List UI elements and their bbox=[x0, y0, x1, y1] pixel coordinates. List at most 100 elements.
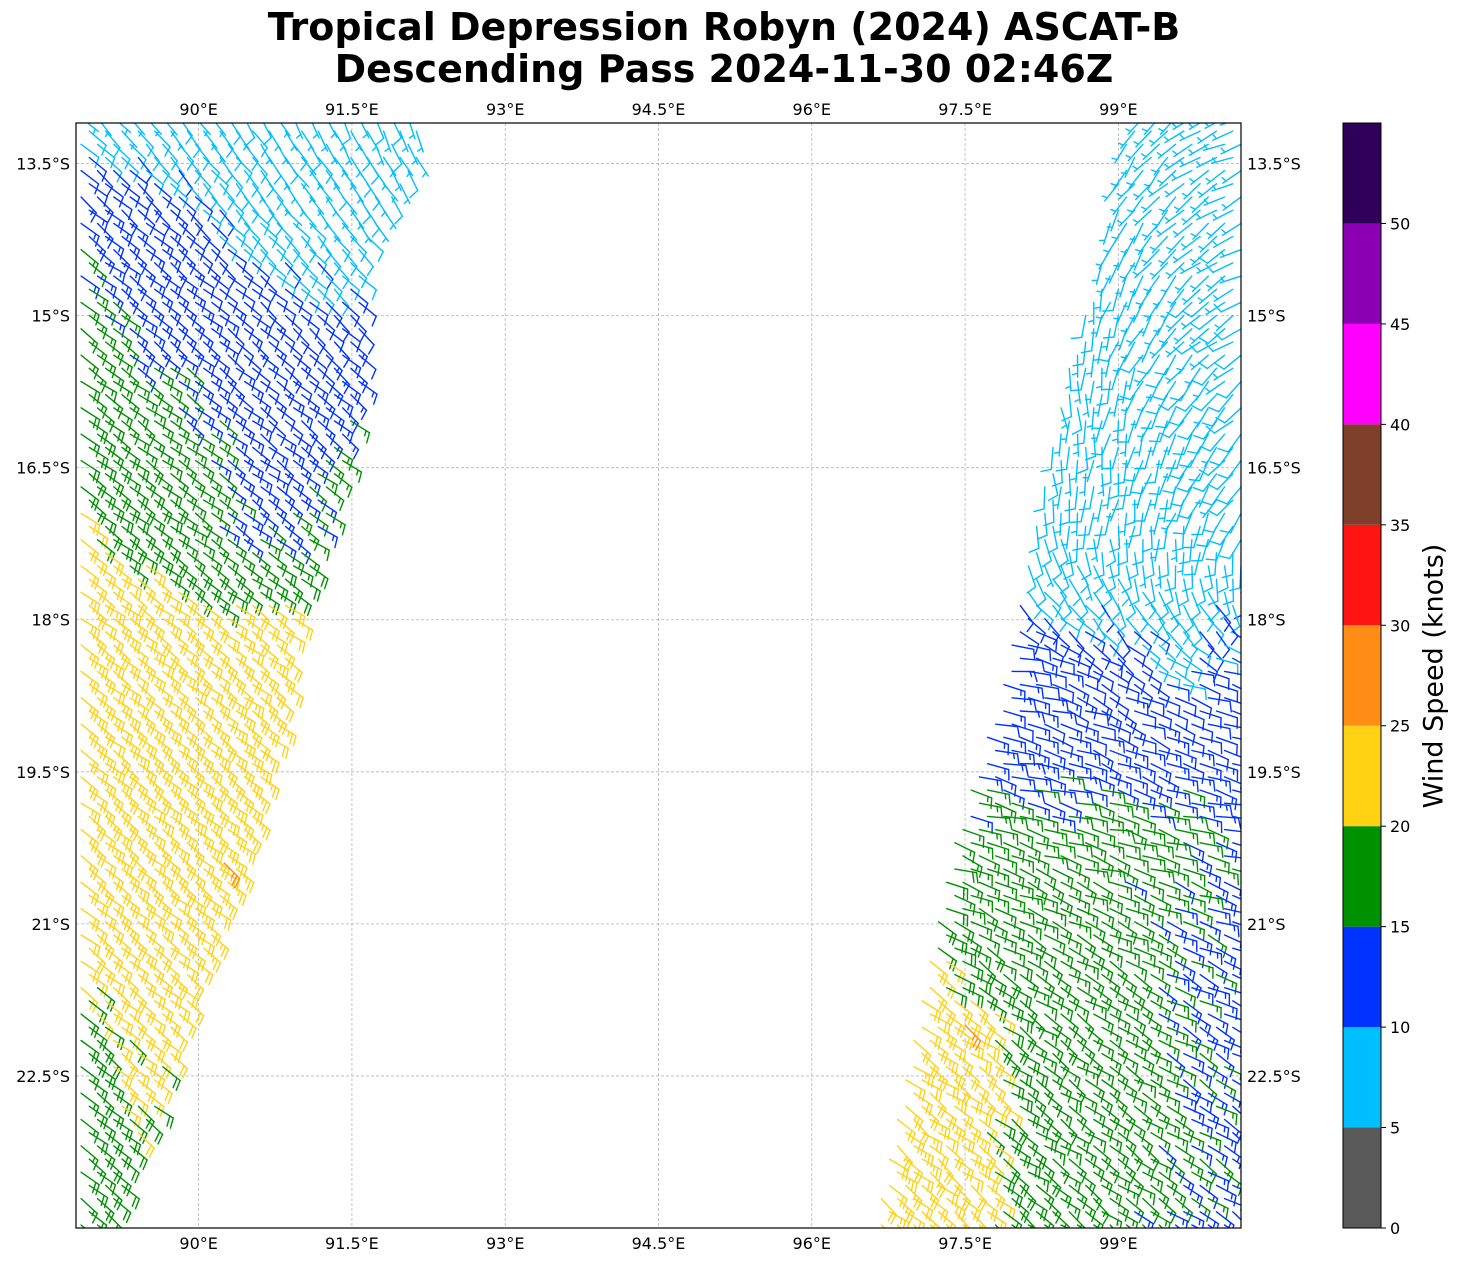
wind-barb bbox=[1215, 1211, 1235, 1228]
wind-barb bbox=[1125, 1092, 1148, 1114]
wind-barb bbox=[268, 631, 289, 655]
wind-barb bbox=[153, 288, 174, 313]
wind-barb bbox=[202, 552, 223, 577]
colorbar-tick-label: 40 bbox=[1390, 415, 1410, 434]
y-tick-label-left: 21°S bbox=[31, 915, 70, 934]
wind-barb bbox=[1152, 380, 1177, 401]
wind-barb bbox=[986, 1000, 1007, 1024]
wind-barb bbox=[293, 433, 313, 458]
wind-barb bbox=[1047, 473, 1059, 501]
wind-barb bbox=[1191, 512, 1210, 536]
wind-barb bbox=[1159, 486, 1177, 510]
wind-barb bbox=[295, 123, 303, 139]
wind-barb bbox=[137, 552, 158, 575]
wind-barb bbox=[358, 380, 378, 405]
wind-barb bbox=[1174, 1145, 1195, 1169]
wind-barb bbox=[309, 407, 330, 431]
wind-barb bbox=[1223, 934, 1241, 949]
x-tick-label-bottom: 90°E bbox=[179, 1234, 217, 1253]
wind-barb bbox=[1207, 776, 1232, 793]
wind-barb bbox=[276, 407, 296, 432]
wind-barb bbox=[350, 130, 363, 152]
wind-barb bbox=[1095, 301, 1111, 323]
wind-barb bbox=[211, 354, 231, 379]
wind-barb bbox=[1158, 328, 1177, 347]
wind-barb bbox=[137, 604, 156, 631]
wind-barb bbox=[252, 657, 270, 684]
y-tick-label-left: 13.5°S bbox=[16, 155, 70, 174]
wind-barb bbox=[1117, 657, 1135, 684]
wind-barb bbox=[1129, 275, 1144, 297]
wind-barb bbox=[219, 446, 240, 471]
wind-barb bbox=[1136, 394, 1152, 415]
wind-barb bbox=[276, 618, 295, 644]
wind-barb bbox=[325, 143, 338, 165]
wind-barb bbox=[293, 169, 310, 190]
wind-barb bbox=[1133, 604, 1149, 633]
wind-barb bbox=[80, 248, 99, 274]
wind-barb bbox=[1190, 539, 1210, 562]
wind-barb bbox=[137, 842, 157, 867]
wind-barb bbox=[1143, 301, 1160, 322]
wind-barb bbox=[162, 433, 183, 457]
wind-barb bbox=[1076, 670, 1099, 691]
wind-barb bbox=[333, 183, 348, 211]
wind-barb bbox=[1208, 394, 1234, 413]
wind-barb bbox=[276, 670, 296, 696]
wind-barb bbox=[243, 328, 263, 353]
wind-barb bbox=[194, 591, 213, 618]
wind-barb bbox=[284, 262, 302, 289]
wind-barb bbox=[1027, 987, 1050, 1008]
wind-barb bbox=[301, 314, 320, 340]
wind-barb bbox=[937, 921, 957, 946]
wind-barb bbox=[1053, 433, 1062, 457]
wind-barb bbox=[153, 763, 174, 788]
wind-barb bbox=[1240, 1039, 1241, 1042]
wind-barb bbox=[333, 209, 349, 230]
wind-barb bbox=[104, 156, 123, 183]
wind-barb bbox=[106, 1238, 122, 1263]
wind-barb bbox=[342, 196, 358, 217]
wind-barb bbox=[284, 209, 303, 228]
wind-barb bbox=[252, 156, 268, 184]
wind-barb bbox=[211, 591, 231, 616]
wind-barb bbox=[162, 169, 180, 196]
wind-barb bbox=[80, 433, 101, 458]
wind-barb bbox=[1068, 815, 1094, 830]
wind-barb bbox=[350, 314, 367, 342]
colorbar-segment bbox=[1343, 323, 1381, 425]
wind-barb bbox=[227, 802, 248, 826]
wind-barb bbox=[293, 354, 312, 380]
wind-barb bbox=[358, 301, 377, 327]
wind-barb bbox=[407, 169, 419, 199]
wind-barb bbox=[1240, 697, 1241, 699]
wind-barb bbox=[293, 380, 313, 405]
wind-barb bbox=[1217, 1238, 1235, 1260]
wind-barb bbox=[325, 301, 343, 328]
map-title: Tropical Depression Robyn (2024) ASCAT-B… bbox=[0, 6, 1448, 90]
wind-barb bbox=[162, 670, 182, 695]
wind-barb bbox=[1060, 1197, 1081, 1221]
wind-barb bbox=[325, 275, 343, 302]
wind-barb bbox=[88, 499, 107, 525]
wind-barb bbox=[415, 156, 429, 178]
wind-barb bbox=[121, 578, 143, 601]
wind-barb bbox=[235, 288, 256, 313]
wind-barb bbox=[1102, 486, 1111, 510]
wind-barb bbox=[88, 446, 109, 470]
wind-barb bbox=[1168, 407, 1193, 427]
map-title-line-1: Tropical Depression Robyn (2024) ASCAT-B bbox=[267, 5, 1181, 49]
wind-barb bbox=[252, 235, 269, 263]
wind-barb bbox=[80, 644, 100, 670]
wind-barb bbox=[1060, 618, 1081, 642]
wind-barb bbox=[358, 275, 377, 301]
wind-barb bbox=[1192, 473, 1218, 492]
wind-barb bbox=[260, 301, 277, 329]
wind-barb bbox=[1060, 670, 1084, 688]
wind-barb bbox=[178, 433, 200, 457]
wind-barb bbox=[202, 446, 224, 470]
wind-barb bbox=[1229, 565, 1241, 592]
wind-barb bbox=[1147, 183, 1169, 198]
wind-barb bbox=[309, 565, 329, 590]
wind-barb bbox=[194, 196, 214, 222]
